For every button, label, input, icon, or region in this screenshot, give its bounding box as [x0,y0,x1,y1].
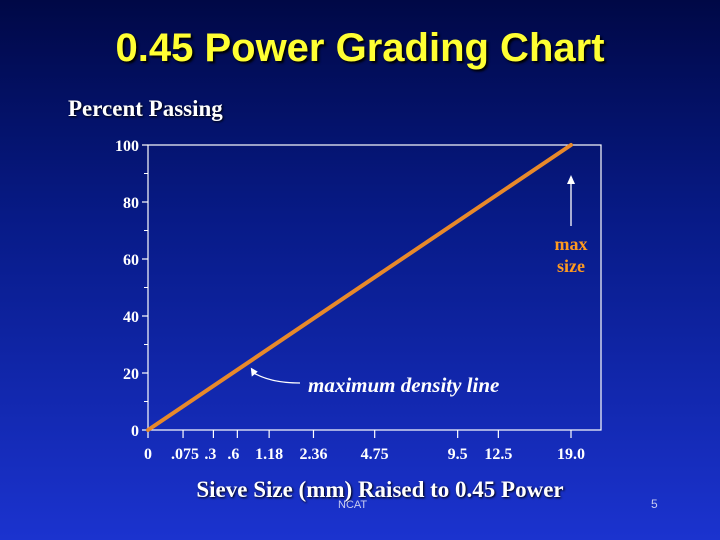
page-number: 5 [651,497,658,511]
y-tick-label: 80 [123,195,139,212]
density-arrow-head [250,367,258,377]
x-axis-label: Sieve Size (mm) Raised to 0.45 Power [196,477,564,502]
x-tick-label: .6 [227,446,239,463]
max-size-arrow-head [567,175,575,184]
x-tick-label: 1.18 [255,446,283,463]
x-tick-label: 0 [144,446,152,463]
y-tick-label: 0 [131,423,139,440]
footer-org: NCAT [338,499,368,511]
y-tick-label: 100 [115,138,139,155]
density-arrow [254,373,301,384]
x-tick-label: 2.36 [299,446,327,463]
y-axis-label: Percent Passing [68,96,223,121]
y-tick-label: 60 [123,252,139,269]
max-density-line [146,143,573,432]
x-tick-label: 19.0 [557,446,585,463]
x-tick-label: .3 [204,446,216,463]
max-size-annotation: max [555,234,588,254]
density-annotation: maximum density line [308,373,499,397]
x-tick-label: .075 [171,446,199,463]
slide-title: 0.45 Power Grading Chart [115,26,605,70]
x-tick-label: 9.5 [448,446,468,463]
x-tick-label: 12.5 [484,446,512,463]
y-tick-label: 20 [123,366,139,383]
max-size-annotation: size [557,256,585,276]
y-tick-label: 40 [123,309,139,326]
x-tick-label: 4.75 [361,446,389,463]
